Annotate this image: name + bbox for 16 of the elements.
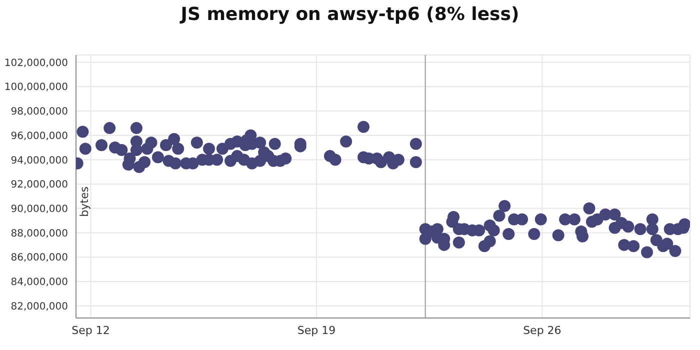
- y-tick-label: 84,000,000: [10, 277, 68, 288]
- y-tick-label: 88,000,000: [10, 228, 68, 240]
- x-tick-label: Sep 12: [72, 324, 110, 337]
- y-tick-label: 92,000,000: [10, 180, 68, 191]
- y-tick-label: 86,000,000: [10, 252, 68, 264]
- y-tick-label: 90,000,000: [10, 204, 68, 215]
- y-tick-label: 98,000,000: [10, 106, 68, 118]
- y-tick-label: 100,000,000: [4, 82, 68, 94]
- y-tick-label: 94,000,000: [10, 155, 68, 166]
- y-tick-label: 96,000,000: [10, 130, 68, 142]
- x-tick-label: Sep 19: [297, 324, 336, 337]
- x-tick-label: Sep 26: [523, 324, 562, 337]
- y-tick-label: 102,000,000: [4, 58, 68, 69]
- y-axis-title: bytes: [78, 186, 91, 217]
- chart-title: JS memory on awsy-tp6 (8% less): [178, 4, 520, 25]
- y-tick-label: 82,000,000: [10, 301, 68, 312]
